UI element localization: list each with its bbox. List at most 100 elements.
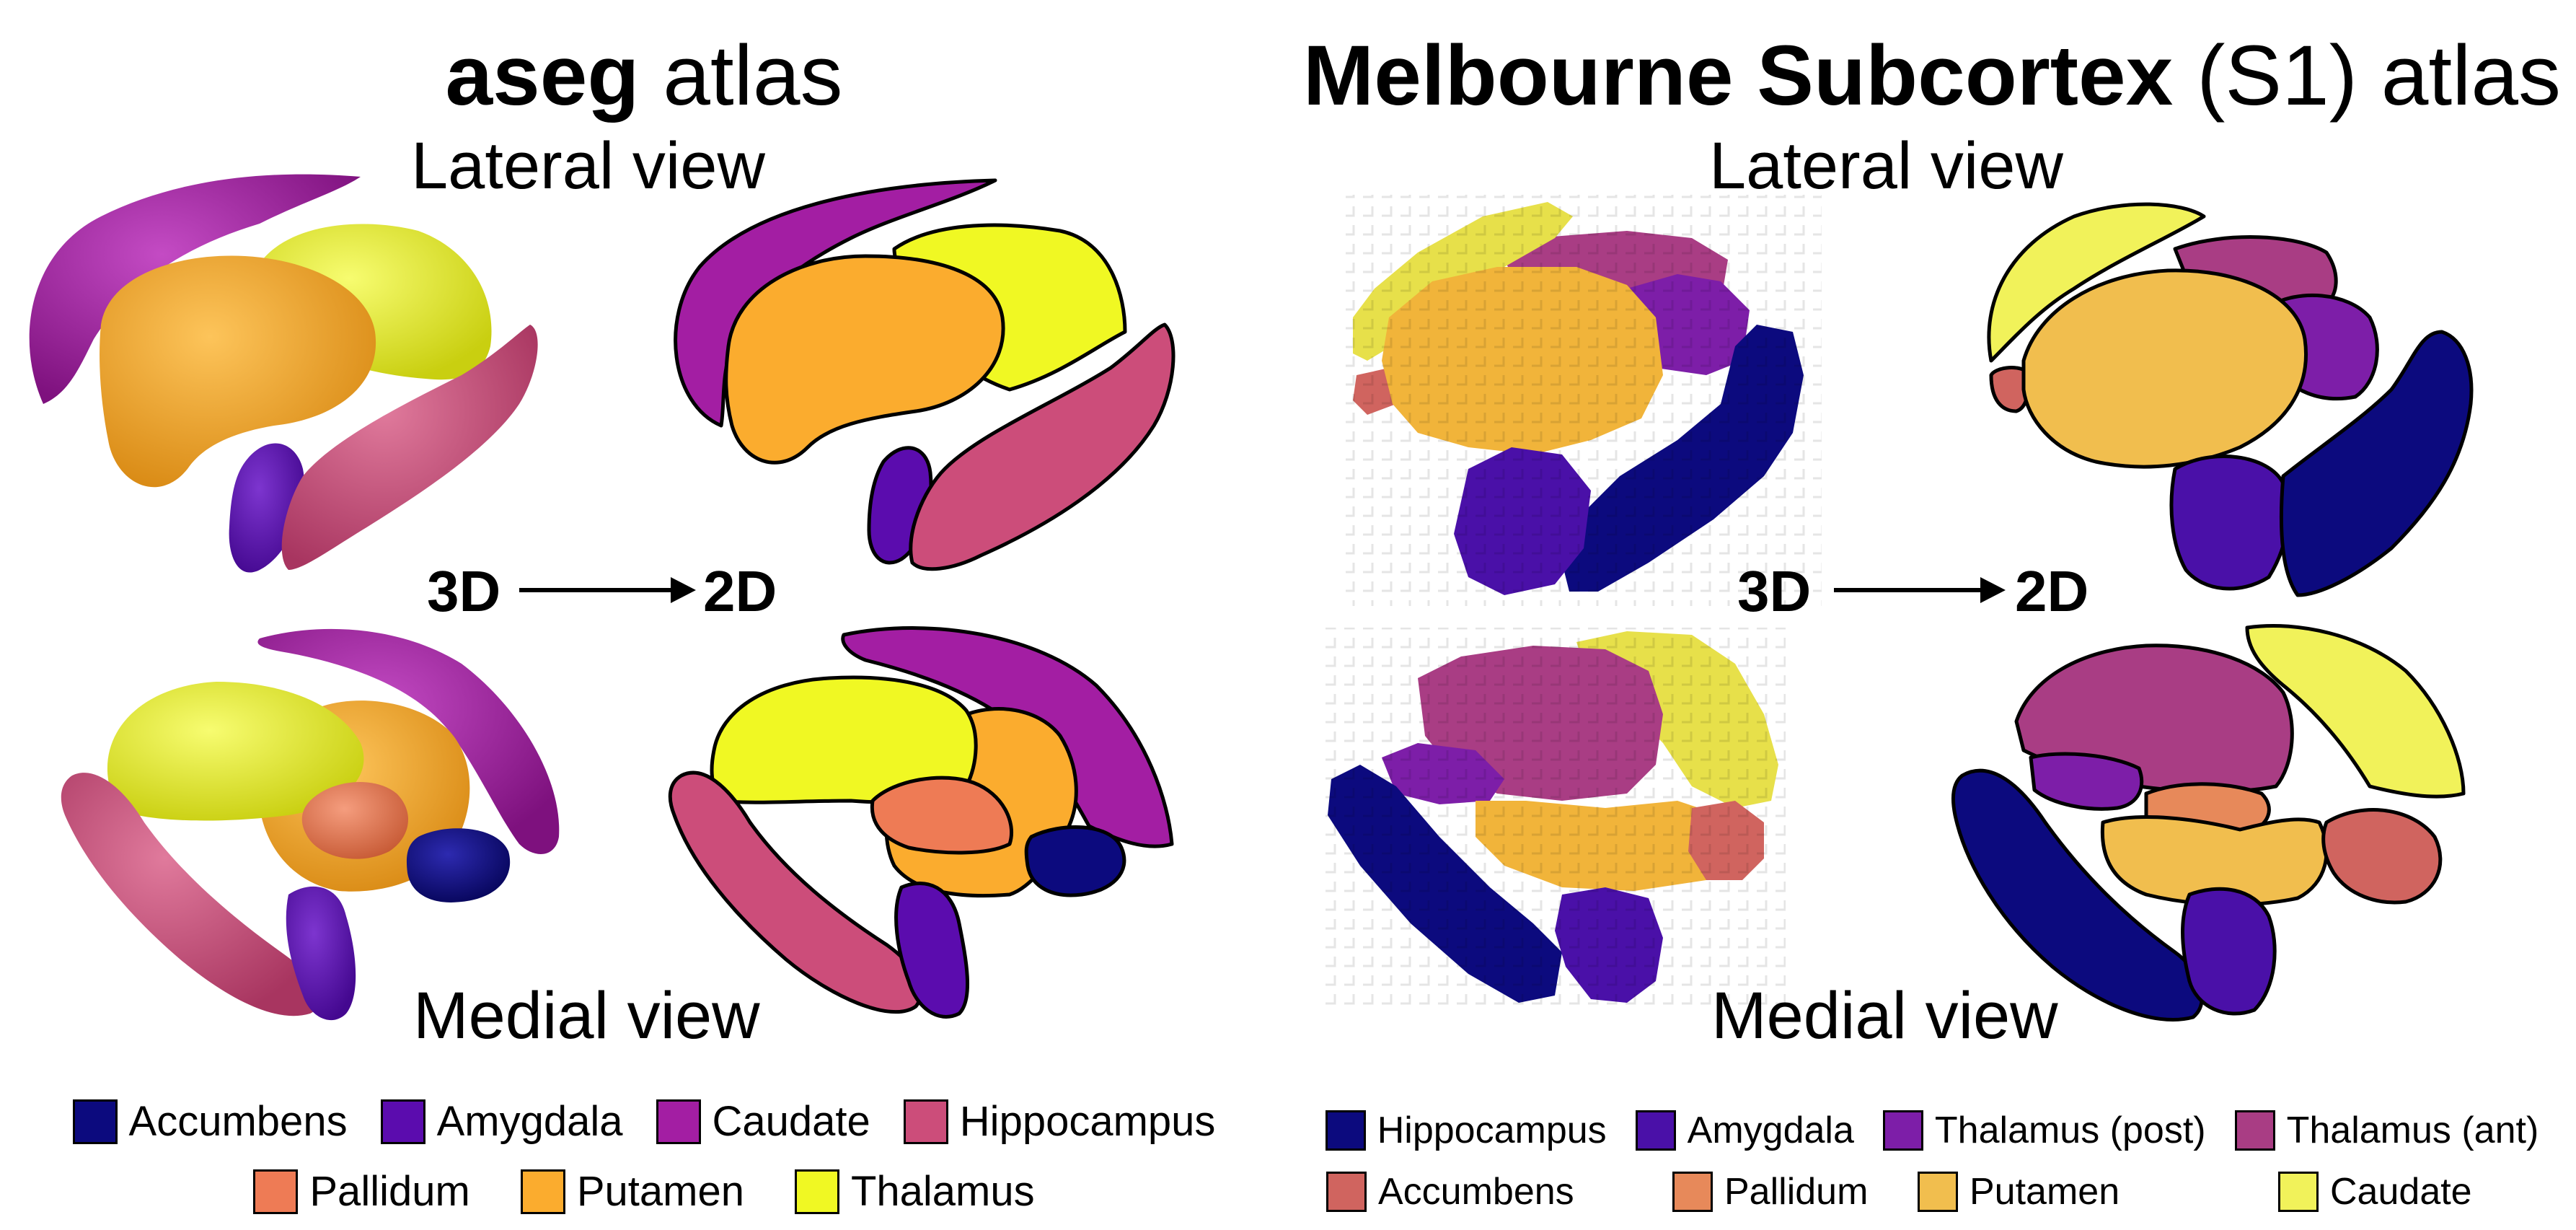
aseg-2d-lateral: [674, 178, 1175, 571]
legend-label: Accumbens: [1378, 1171, 1574, 1213]
aseg-title: aseg atlas: [445, 28, 843, 123]
legend-label: Thalamus (ant): [2286, 1110, 2539, 1151]
legend-label: Pallidum: [1724, 1171, 1869, 1213]
melbourne-3d-lateral-texture: [1346, 195, 1822, 606]
legend-label: Thalamus (post): [1934, 1110, 2206, 1151]
aseg-3d-medial-thalamus: [107, 682, 364, 821]
legend-label: Putamen: [1970, 1171, 2120, 1213]
melbourne-2d-medial-thalamus-post: [2029, 752, 2144, 811]
aseg-legend-item: Caudate: [656, 1099, 870, 1145]
melbourne-legend-item: Thalamus (post): [1882, 1107, 2206, 1154]
aseg-3d-medial-hippocampus: [61, 773, 321, 1016]
melbourne-2d-lateral-putamen: [2021, 268, 2308, 469]
caudate-swatch: [656, 1099, 701, 1144]
caudate-swatch: [2278, 1172, 2319, 1212]
melbourne-legend-item: Accumbens: [1326, 1169, 1644, 1215]
melbourne-2d-lateral-hippocampus: [2279, 330, 2474, 597]
melbourne-legend-item: Caudate: [2278, 1169, 2538, 1215]
hippocampus-swatch: [1325, 1110, 1366, 1151]
melbourne-2d-medial-caudate: [2245, 624, 2466, 799]
aseg-3d-medial: [61, 628, 560, 1021]
aseg-3d-label: 3D: [427, 559, 501, 623]
aseg-3d-medial-amygdala: [286, 886, 356, 1021]
aseg-3d-lateral-caudate: [29, 174, 361, 405]
aseg-legend-item: Hippocampus: [903, 1098, 1216, 1145]
aseg-3d-lateral-putamen: [100, 255, 376, 488]
melbourne-3d-lateral: [1346, 195, 1822, 606]
legend-label: Accumbens: [128, 1098, 348, 1145]
pallidum-swatch: [253, 1169, 299, 1214]
melbourne-panel: Melbourne Subcortex (S1) atlas Lateral v…: [1288, 0, 2576, 1230]
aseg-2d-medial-thalamus: [710, 675, 978, 804]
aseg-2d-label: 2D: [703, 559, 777, 623]
melbourne-arrow: [1834, 577, 2006, 603]
aseg-legend-item: Accumbens: [72, 1098, 348, 1145]
melbourne-2d-medial-hippocampus: [1951, 768, 2204, 1022]
melbourne-2d-lateral: [1987, 202, 2474, 597]
thalamus-ant-swatch: [2234, 1110, 2275, 1151]
melbourne-3d-medial: [1324, 628, 1786, 1010]
aseg-2d-medial-amygdala: [894, 881, 970, 1019]
melbourne-2d-medial: [1951, 624, 2466, 1022]
aseg-figure: [29, 174, 1175, 1021]
putamen-swatch: [1918, 1172, 1958, 1212]
aseg-2d-medial-hippocampus: [668, 770, 923, 1014]
aseg-3d-lateral: [29, 174, 538, 573]
aseg-2d-medial: [668, 626, 1174, 1019]
accumbens-swatch: [72, 1099, 118, 1144]
melbourne-legend-item: Putamen: [1918, 1169, 2249, 1215]
thalamus-swatch: [794, 1169, 839, 1214]
aseg-3d-medial-pallidum: [301, 781, 409, 859]
melbourne-3d-medial-texture: [1324, 628, 1786, 1010]
legend-label: Caudate: [2330, 1171, 2472, 1213]
aseg-medial-view-label: Medial view: [413, 979, 760, 1053]
aseg-2d-lateral-putamen: [724, 254, 1005, 465]
melbourne-2d-medial-amygdala: [2181, 887, 2277, 1016]
accumbens-swatch: [1326, 1172, 1367, 1212]
melbourne-legend-row-1: Hippocampus Amygdala Thalamus (post) Tha…: [1288, 1107, 2576, 1154]
melbourne-2d-lateral-amygdala: [2169, 454, 2290, 591]
aseg-panel: aseg atlas Lateral view Medial view 3D 2…: [0, 28, 1288, 1215]
aseg-legend-item: Thalamus: [794, 1168, 1035, 1215]
aseg-3d-medial-accumbens: [406, 828, 511, 902]
melbourne-2d-medial-accumbens: [2321, 808, 2443, 905]
aseg-2d-lateral-hippocampus: [909, 322, 1175, 571]
legend-label: Thalamus: [850, 1168, 1035, 1215]
melbourne-legend-item: Thalamus (ant): [2234, 1107, 2539, 1154]
legend-label: Caudate: [712, 1098, 870, 1145]
aseg-legend-row-1: Accumbens Amygdala Caudate Hippocampus: [0, 1099, 1288, 1145]
aseg-2d-medial-accumbens: [1024, 825, 1126, 897]
melbourne-legend-item: Pallidum: [1672, 1169, 1889, 1215]
aseg-arrow: [519, 577, 696, 603]
melbourne-legend-item: Hippocampus: [1325, 1107, 1607, 1154]
melbourne-legend-item: Amygdala: [1635, 1107, 1854, 1154]
melbourne-2d-label: 2D: [2015, 559, 2089, 623]
aseg-3d-lateral-hippocampus: [281, 325, 538, 570]
melbourne-figure: [1324, 195, 2474, 1022]
legend-label: Putamen: [576, 1168, 744, 1215]
aseg-2d-medial-pallidum: [870, 776, 1014, 855]
aseg-lateral-view-label: Lateral view: [411, 129, 765, 203]
aseg-legend-item: Amygdala: [380, 1098, 623, 1145]
pallidum-swatch: [1672, 1172, 1713, 1212]
aseg-legend-row-2: Pallidum Putamen Thalamus: [0, 1169, 1288, 1215]
legend-label: Pallidum: [309, 1168, 470, 1215]
amygdala-swatch: [1635, 1110, 1676, 1151]
melbourne-legend-row-2: Accumbens Pallidum Putamen Caudate: [1288, 1169, 2576, 1215]
legend-label: Hippocampus: [1377, 1110, 1607, 1151]
amygdala-swatch: [380, 1099, 425, 1144]
melbourne-2d-medial-putamen: [2100, 815, 2329, 907]
legend-label: Amygdala: [436, 1098, 623, 1145]
aseg-3d-medial-caudate: [257, 628, 560, 854]
putamen-swatch: [520, 1169, 565, 1214]
legend-label: Hippocampus: [959, 1098, 1216, 1145]
aseg-2d-medial-caudate: [841, 626, 1174, 848]
melbourne-title: Melbourne Subcortex (S1) atlas: [1302, 28, 2562, 123]
melbourne-lateral-view-label: Lateral view: [1709, 129, 2063, 203]
aseg-legend-item: Pallidum: [253, 1168, 470, 1215]
melbourne-2d-lateral-caudate: [1987, 202, 2206, 363]
aseg-legend-item: Putamen: [520, 1168, 744, 1215]
legend-label: Amygdala: [1687, 1110, 1854, 1151]
hippocampus-swatch: [903, 1099, 948, 1144]
thalamus-post-swatch: [1882, 1110, 1923, 1151]
